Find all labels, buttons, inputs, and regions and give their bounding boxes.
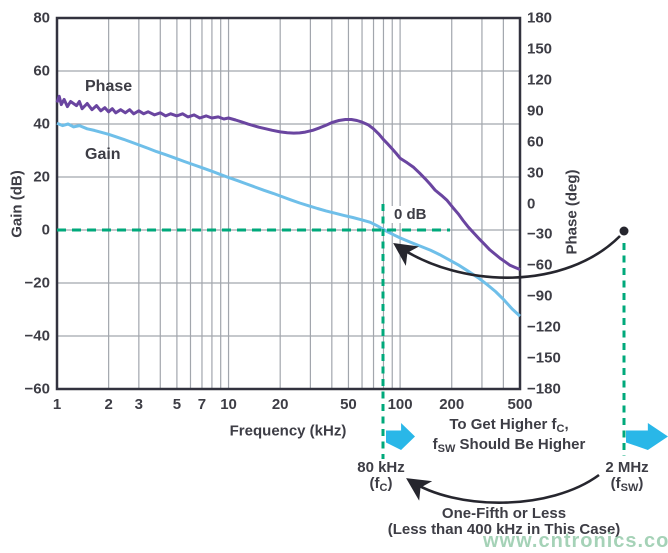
gain-tick-label: −40 — [24, 327, 50, 345]
gain-tick-label: 60 — [33, 62, 50, 80]
phase-tick-label: 120 — [527, 71, 553, 89]
gain-tick-label: 0 — [41, 221, 50, 239]
x-tick-label: 100 — [387, 396, 413, 413]
phase-curve — [55, 94, 521, 271]
phase-tick-label: −60 — [527, 256, 553, 274]
phase-series-label: Phase — [85, 78, 133, 95]
one-fifth-line1: One-Fifth or Less — [441, 505, 567, 522]
fc-sub: C — [379, 482, 388, 494]
x-tick-label: 20 — [271, 396, 289, 413]
phase-tick-label: 180 — [527, 9, 553, 27]
x-tick-label: 50 — [340, 396, 357, 413]
gain-tick-label: 40 — [33, 115, 50, 133]
one-fifth-note: One-Fifth or Less (Less than 400 kHz in … — [388, 506, 621, 538]
gain-tick-label: 20 — [33, 168, 50, 186]
fc-paren-close: ) — [387, 475, 393, 492]
x-tick-label: 7 — [197, 396, 207, 413]
note-line1-post: , — [564, 416, 569, 433]
fc-frequency-label: 80 kHz (fC) — [357, 460, 405, 496]
plot-border — [55, 16, 522, 391]
x-tick-label: 10 — [220, 396, 237, 413]
gain-tick-label: 80 — [33, 9, 50, 27]
fsw-marker-dot — [619, 226, 629, 236]
one-fifth-line2: (Less than 400 kHz in This Case) — [387, 521, 621, 538]
phase-tick-label: −150 — [527, 349, 561, 367]
fsw-paren-close: ) — [638, 475, 644, 492]
x-tick-label: 5 — [172, 396, 182, 413]
fsw-sub: SW — [620, 482, 639, 494]
phase-tick-label: −90 — [527, 287, 553, 305]
fsw-value: 2 MHz — [605, 459, 649, 476]
x-tick-label: 500 — [507, 396, 533, 413]
phase-tick-label: −120 — [527, 318, 561, 336]
phase-tick-label: 30 — [527, 164, 544, 182]
zero-db-label: 0 dB — [391, 206, 430, 223]
frequency-axis-title: Frequency (kHz) — [229, 422, 347, 440]
note-line2-post: Should Be Higher — [455, 436, 586, 453]
fsw-to-crossover-arrow — [393, 235, 621, 279]
phase-axis-title: Phase (deg) — [563, 169, 581, 255]
note-line1-sub: C — [556, 423, 565, 435]
watermark: www.cntronics.com — [483, 530, 668, 552]
phase-tick-label: 0 — [527, 195, 536, 212]
gain-tick-label: −20 — [24, 274, 50, 292]
fsw-frequency-label: 2 MHz (fSW) — [605, 460, 648, 496]
x-tick-label: 2 — [104, 396, 113, 413]
x-tick-label: 200 — [439, 396, 465, 413]
fc-paren: (f — [369, 475, 380, 492]
note-line2-text: f — [432, 436, 438, 453]
gain-series-label: Gain — [85, 146, 121, 163]
fsw-to-fc-arrow — [406, 473, 600, 504]
phase-tick-label: −180 — [527, 380, 561, 398]
x-tick-label: 1 — [52, 396, 62, 413]
phase-tick-label: 60 — [527, 133, 544, 151]
note-line2-sub: SW — [437, 443, 456, 455]
note-line1-text: To Get Higher f — [449, 416, 557, 433]
higher-fsw-note: To Get Higher fC, fSW Should Be Higher — [433, 417, 586, 457]
x-tick-label: 3 — [134, 396, 144, 413]
gain-tick-label: −60 — [24, 380, 50, 398]
phase-tick-label: 90 — [527, 102, 544, 120]
gain-curve — [56, 121, 522, 318]
fc-value: 80 kHz — [357, 459, 405, 476]
phase-tick-label: 150 — [527, 40, 553, 58]
fsw-paren: (f — [610, 475, 621, 492]
phase-tick-label: −30 — [527, 225, 553, 243]
